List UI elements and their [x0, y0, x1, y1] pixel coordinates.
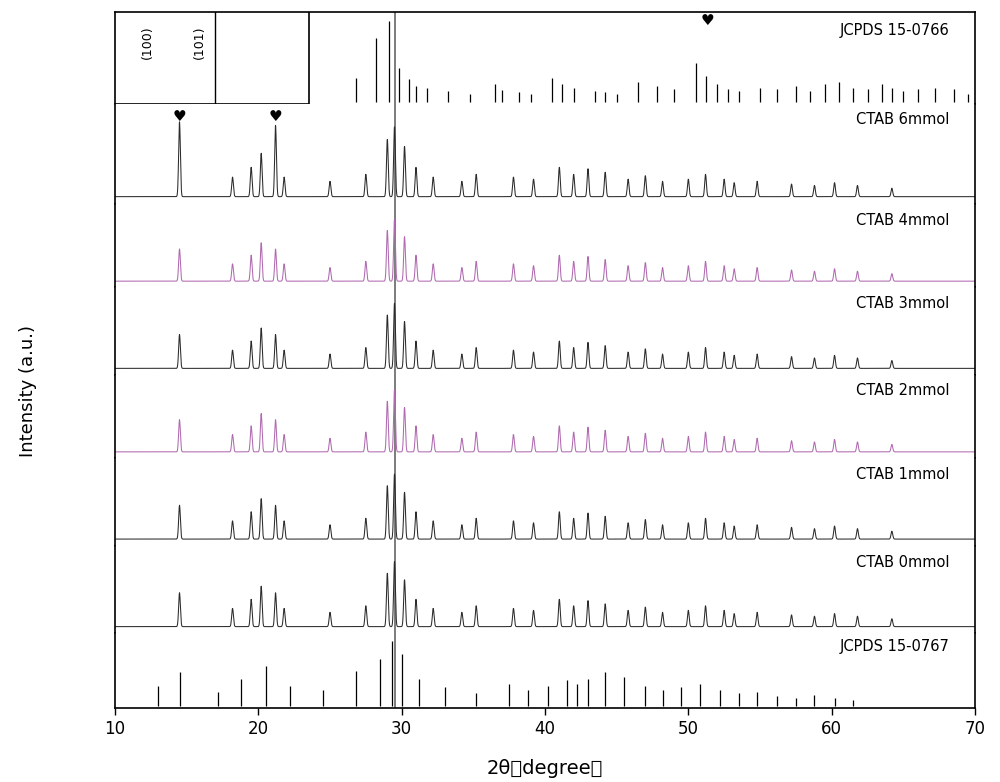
Text: ♥: ♥	[269, 109, 282, 124]
Text: JCPDS 15-0766: JCPDS 15-0766	[839, 23, 949, 38]
Text: JCPDS 15-0767: JCPDS 15-0767	[839, 639, 949, 655]
Text: CTAB 2mmol: CTAB 2mmol	[856, 383, 949, 398]
Text: (100): (100)	[141, 26, 154, 59]
Text: CTAB 0mmol: CTAB 0mmol	[856, 554, 949, 569]
Text: CTAB 4mmol: CTAB 4mmol	[856, 213, 949, 228]
Text: Intensity (a.u.): Intensity (a.u.)	[19, 325, 37, 457]
Text: (101): (101)	[193, 26, 206, 59]
Bar	[115, 12, 308, 104]
Text: CTAB 1mmol: CTAB 1mmol	[856, 467, 949, 482]
Text: ♥: ♥	[173, 109, 186, 124]
Text: ♥: ♥	[700, 13, 714, 28]
Text: CTAB 3mmol: CTAB 3mmol	[856, 296, 949, 311]
Text: CTAB 6mmol: CTAB 6mmol	[856, 112, 949, 127]
Text: 2θ（degree）: 2θ（degree）	[487, 759, 603, 778]
